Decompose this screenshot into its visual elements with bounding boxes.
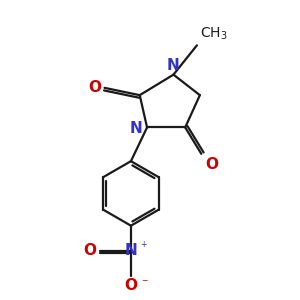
Text: N: N [124, 243, 137, 258]
Text: N: N [130, 121, 143, 136]
Text: N: N [167, 58, 180, 73]
Text: O: O [84, 243, 97, 258]
Text: O: O [88, 80, 101, 95]
Text: O: O [124, 278, 137, 293]
Text: O: O [205, 157, 218, 172]
Text: CH$_3$: CH$_3$ [200, 26, 227, 42]
Text: $^+$: $^+$ [139, 240, 148, 250]
Text: $^-$: $^-$ [140, 278, 150, 288]
